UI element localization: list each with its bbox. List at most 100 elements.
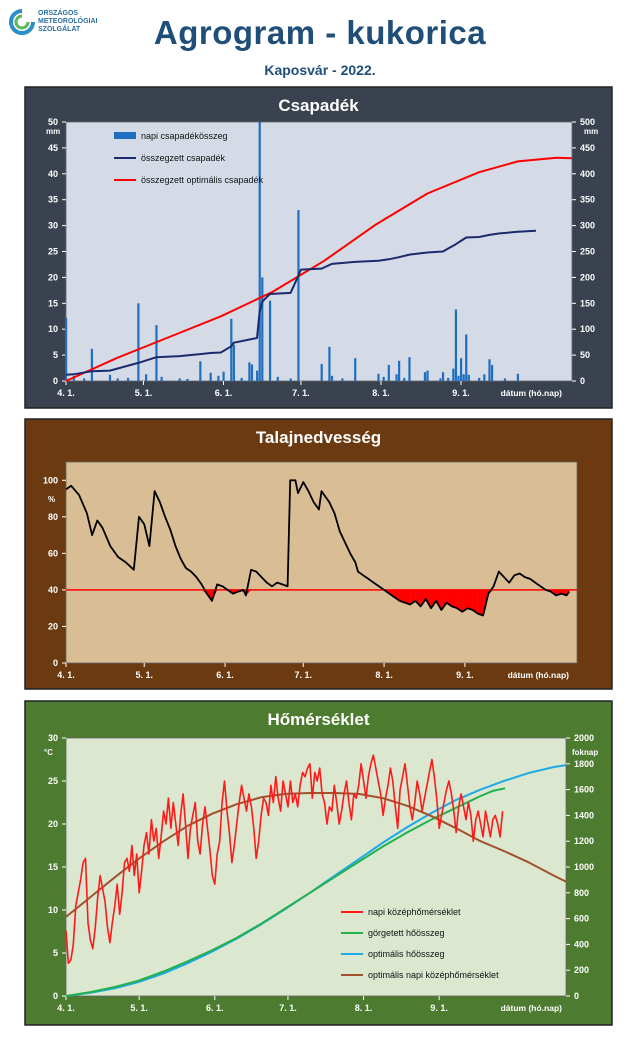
- temp-ylabel-right: foknap: [572, 748, 598, 757]
- precip-ytick-right-label: 100: [580, 324, 595, 334]
- precip-bar: [459, 358, 463, 381]
- precip-bar: [516, 373, 519, 381]
- precip-ytick-left-label: 25: [48, 247, 58, 257]
- temp-xtick-label: 6. 1.: [206, 1003, 224, 1013]
- precip-bar: [426, 370, 429, 381]
- temp-ytick-right-label: 1400: [574, 810, 594, 820]
- page-title: Agrogram - kukorica: [153, 14, 487, 51]
- precip-bar: [441, 372, 445, 381]
- precip-xtick-label: 5. 1.: [135, 388, 153, 398]
- soil-deficit-area: [477, 589, 484, 616]
- temperature-chart: Hőmérséklet 0 5 10 15 20 25 30 0 200 400 600 800 1000…: [24, 700, 613, 1026]
- precip-ytick-right-label: 150: [580, 298, 595, 308]
- soil-xtick-label: 6. 1.: [216, 670, 234, 680]
- soil-deficit-area: [467, 589, 473, 611]
- precip-ytick-right-label: 450: [580, 143, 595, 153]
- page-subtitle: Kaposvár - 2022.: [264, 62, 376, 78]
- precip-bar: [320, 363, 323, 381]
- precip-bar: [108, 374, 112, 381]
- precip-bar: [488, 359, 491, 381]
- temp-daily-line: [65, 754, 504, 965]
- logo-line-1: ORSZÁGOS: [38, 10, 79, 17]
- temp-ytick-left-label: 30: [48, 733, 58, 743]
- temp-ytick-right-label: 0: [574, 991, 579, 1001]
- temperature-panel: Hőmérséklet 0 5 10 15 20 25 30 0 200 400 600 800 1000…: [24, 700, 613, 1026]
- precip-bar: [155, 325, 158, 381]
- precip-ytick-left-label: 45: [48, 143, 58, 153]
- precip-bar: [222, 371, 225, 381]
- precip-bar: [276, 376, 279, 381]
- precipitation-panel: Csapadék 0 5 10 15 20 25 30 35 40 45 50 0 50 100 150 200…: [24, 86, 613, 409]
- soil-ytick-label: 100: [43, 475, 58, 485]
- precip-bar: [395, 374, 398, 381]
- precip-legend-swatch: [114, 132, 136, 139]
- precip-bar: [382, 376, 385, 381]
- precip-bar: [330, 375, 334, 381]
- precip-bar: [258, 122, 261, 381]
- soil-ylabel: %: [48, 495, 55, 504]
- precip-bar: [268, 300, 272, 381]
- logo-text: ORSZÁGOS METEOROLÓGIAI SZOLGÁLAT: [38, 10, 98, 34]
- precip-ytick-right-label: 50: [580, 350, 590, 360]
- precip-bar: [199, 361, 202, 381]
- soil-xtick-label: 5. 1.: [135, 670, 153, 680]
- soil-moisture-line: [65, 479, 570, 617]
- precip-bar: [137, 303, 140, 381]
- precip-ytick-right-label: 200: [580, 272, 595, 282]
- temp-ytick-left-label: 20: [48, 819, 58, 829]
- precip-bar: [178, 378, 181, 381]
- soil-ytick-label: 0: [53, 658, 58, 668]
- temp-ytick-left-label: 25: [48, 776, 58, 786]
- temp-ytick-right-label: 800: [574, 888, 589, 898]
- precip-xtick-label: 8. 1.: [372, 388, 390, 398]
- precip-bar: [232, 344, 236, 381]
- precip-bar: [398, 360, 401, 381]
- precip-title: Csapadék: [278, 96, 359, 115]
- precip-bar: [145, 374, 148, 381]
- precip-legend-label: összegzett csapadék: [141, 153, 226, 163]
- precip-bar: [423, 372, 427, 381]
- soil-xlabel: dátum (hó.nap): [508, 670, 570, 680]
- precip-bar: [490, 364, 494, 381]
- omsz-logo: ORSZÁGOS METEOROLÓGIAI SZOLGÁLAT: [8, 8, 128, 48]
- precip-bar: [454, 309, 458, 381]
- precip-bar: [83, 378, 86, 381]
- soil-ytick-label: 60: [48, 548, 58, 558]
- precip-bar: [209, 372, 212, 381]
- precip-bar: [408, 357, 411, 381]
- precip-bar: [116, 378, 119, 381]
- precip-ytick-left-label: 0: [53, 376, 58, 386]
- precip-legend-label: napi csapadékösszeg: [141, 131, 228, 141]
- page-header: ORSZÁGOS METEOROLÓGIAI SZOLGÁLAT Agrogra…: [0, 0, 640, 84]
- temp-ytick-right-label: 600: [574, 914, 589, 924]
- precip-ytick-left-label: 50: [48, 117, 58, 127]
- precip-bar: [452, 368, 455, 381]
- logo-icon: [9, 9, 35, 35]
- temp-ytick-left-label: 0: [53, 991, 58, 1001]
- precip-bar: [248, 362, 251, 381]
- soil-moisture-chart: Talajnedvesség 0 20 40 60 80 100% 4. 1. 5. 1. 6. …: [24, 418, 613, 690]
- temp-legend-label: napi középhőmérséklet: [368, 907, 461, 917]
- temp-ytick-right-label: 400: [574, 939, 589, 949]
- temp-xlabel: dátum (hó.nap): [501, 1003, 563, 1013]
- temp-ytick-right-label: 1000: [574, 862, 594, 872]
- temp-legend-label: görgetett hőösszeg: [368, 928, 445, 938]
- precip-ytick-right-label: 500: [580, 117, 595, 127]
- precip-bar: [217, 375, 220, 381]
- precip-xtick-label: 7. 1.: [292, 388, 310, 398]
- precip-ytick-right-label: 0: [580, 376, 585, 386]
- precip-bar: [90, 348, 94, 381]
- precip-ytick-right-label: 300: [580, 221, 595, 231]
- precip-cumulative-line: [65, 229, 536, 376]
- precip-plot-area: [65, 121, 573, 382]
- precip-bar: [160, 376, 163, 381]
- temp-ytick-right-label: 200: [574, 965, 589, 975]
- precip-bar: [328, 346, 331, 381]
- precip-bar: [186, 378, 189, 381]
- soil-deficit-area: [451, 589, 458, 609]
- temp-ytick-right-label: 1600: [574, 785, 594, 795]
- soil-xtick-label: 4. 1.: [57, 670, 75, 680]
- precip-bar: [447, 377, 450, 381]
- precip-ytick-left-label: 40: [48, 169, 58, 179]
- precip-bar: [354, 358, 357, 381]
